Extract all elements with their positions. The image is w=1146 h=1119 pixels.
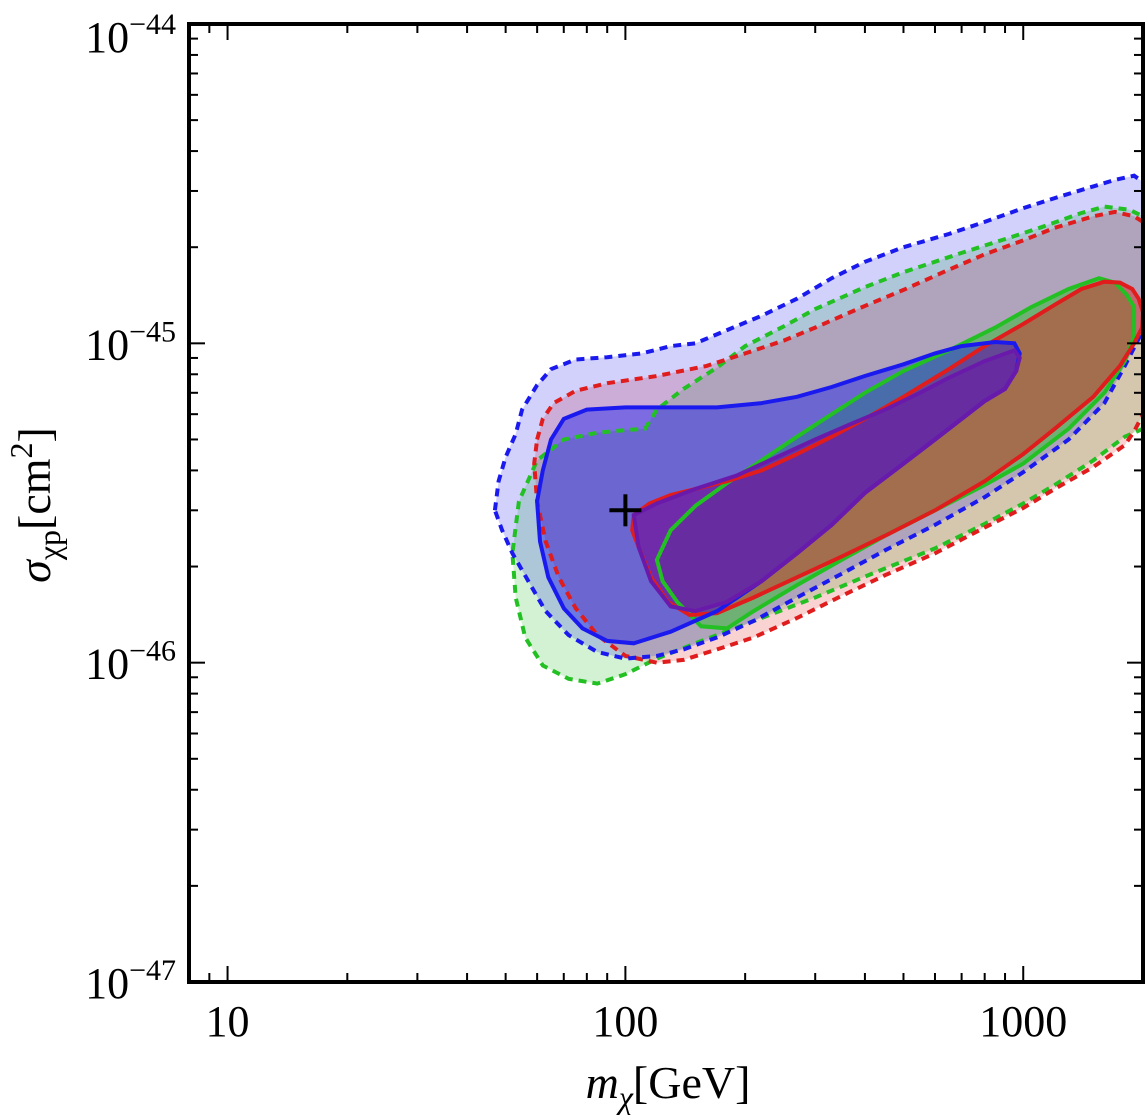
y-axis-title: σχp[cm2] (3, 427, 67, 583)
x-tick-label: 1000 (979, 997, 1067, 1046)
x-tick-label: 10 (206, 997, 250, 1046)
red-outer-contour (532, 209, 1143, 665)
axis-ticks (188, 24, 1144, 983)
green-outer-contour (510, 204, 1143, 686)
y-tick-label: 10−44 (85, 8, 176, 62)
overlap-contour (631, 348, 1022, 614)
benchmark-marker (609, 494, 642, 527)
tick-labels: 10 100 1000 10−47 10−46 10−45 10−44 (85, 8, 1067, 1046)
blue-outer-contour (492, 173, 1143, 661)
contour-regions (492, 173, 1143, 686)
overlap-region-fill (633, 350, 1020, 612)
green-inner-contour (654, 276, 1137, 631)
y-tick-label: 10−46 (85, 635, 176, 689)
x-tick-label: 100 (592, 997, 658, 1046)
y-tick-label: 10−47 (85, 954, 176, 1008)
x-axis-title: mχ[GeV] (586, 1057, 751, 1115)
y-tick-label: 10−45 (85, 315, 176, 369)
red-inner-contour (630, 279, 1143, 618)
plot-frame (187, 22, 1145, 984)
